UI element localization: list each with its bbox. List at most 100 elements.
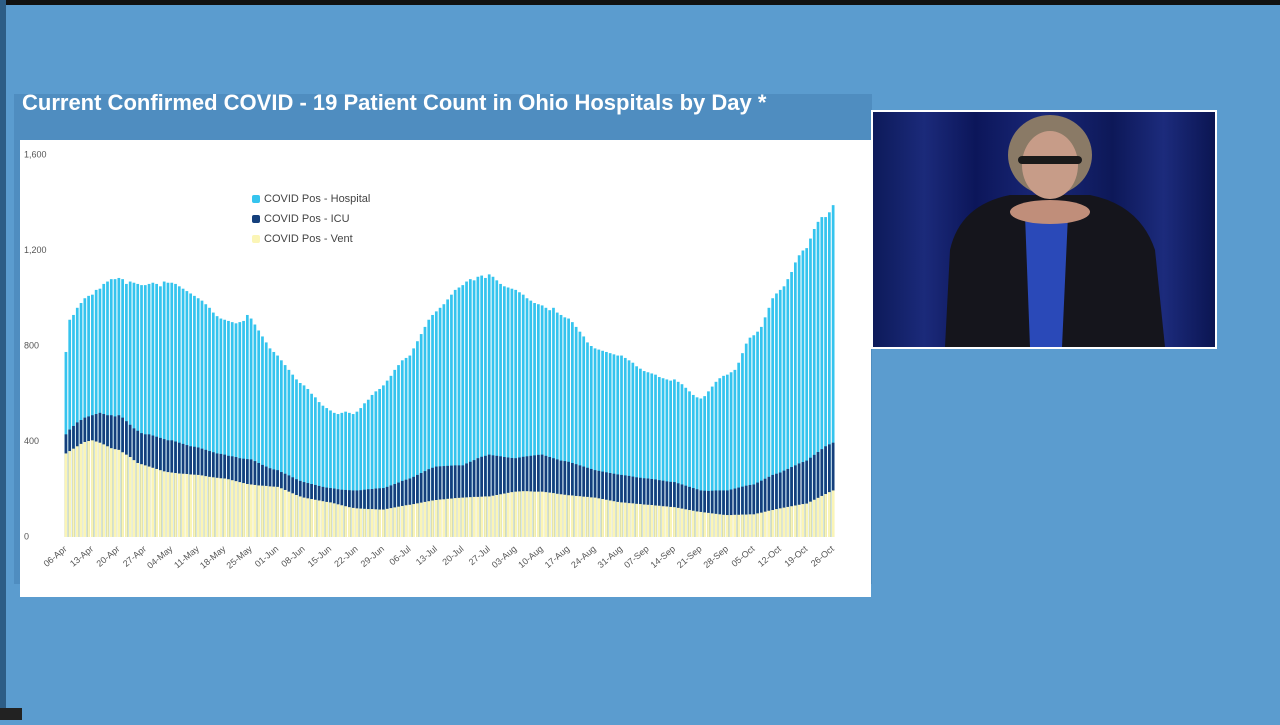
bar: [680, 384, 684, 537]
bar: [166, 282, 170, 537]
bar: [155, 468, 158, 537]
bar: [193, 295, 196, 537]
bar: [676, 381, 680, 537]
bar: [314, 499, 317, 537]
bar: [68, 451, 72, 537]
bar: [170, 282, 174, 537]
bar: [181, 473, 185, 537]
bar: [771, 298, 775, 537]
bar: [809, 457, 812, 537]
person-glasses: [1018, 156, 1082, 164]
y-tick-label: 1,200: [24, 245, 47, 255]
bar: [824, 446, 827, 537]
bar: [227, 320, 230, 537]
bar: [177, 473, 181, 537]
bar: [586, 496, 589, 537]
bar: [204, 476, 208, 537]
bar: [495, 280, 499, 537]
person-face: [1022, 131, 1078, 199]
bar: [147, 466, 151, 537]
bar: [688, 391, 691, 537]
bar: [605, 499, 608, 537]
bar: [714, 381, 718, 537]
bar: [453, 289, 457, 537]
bar: [465, 281, 468, 537]
bar: [786, 279, 790, 537]
bar: [793, 505, 797, 537]
bar: [249, 318, 253, 537]
bar: [125, 454, 128, 537]
bar: [737, 362, 741, 537]
bar: [763, 317, 767, 537]
bar: [132, 282, 136, 537]
bar: [389, 508, 393, 537]
bar: [801, 504, 805, 537]
bar: [620, 502, 623, 537]
bar: [741, 486, 744, 537]
bar: [128, 281, 132, 537]
bar: [563, 494, 567, 537]
y-tick-label: 400: [24, 436, 39, 446]
bar: [106, 281, 109, 537]
bar: [261, 485, 264, 537]
bar: [434, 499, 438, 537]
bar: [718, 514, 722, 537]
bar: [582, 336, 586, 537]
bar: [786, 468, 790, 537]
bar: [109, 448, 113, 537]
bar: [279, 360, 283, 537]
bar: [253, 324, 257, 537]
chart-title: Current Confirmed COVID - 19 Patient Cou…: [22, 90, 767, 115]
bar: [136, 283, 140, 537]
bar: [355, 508, 359, 537]
bar: [737, 514, 741, 537]
bar: [102, 444, 106, 537]
bar: [344, 506, 347, 537]
bar: [484, 277, 487, 537]
left-edge: [0, 0, 6, 720]
person-hands: [1010, 200, 1090, 224]
bar: [355, 411, 359, 537]
bar: [302, 385, 306, 537]
bar: [793, 465, 797, 537]
bar: [230, 480, 234, 537]
bar: [555, 312, 559, 537]
bar: [631, 362, 635, 537]
bar: [601, 350, 604, 537]
bar: [820, 217, 824, 537]
bar: [219, 318, 223, 537]
bar: [325, 408, 329, 537]
corner-mark: [0, 708, 22, 720]
bar: [831, 205, 835, 537]
bar: [385, 380, 389, 537]
bar: [722, 514, 725, 537]
bar: [238, 482, 242, 537]
bar: [828, 212, 831, 538]
bar: [227, 479, 230, 537]
bar: [710, 513, 714, 537]
bar: [64, 453, 68, 537]
interpreter-video: [871, 110, 1217, 349]
bar: [276, 355, 279, 537]
bar: [438, 307, 442, 537]
bar: [468, 497, 472, 537]
bar: [446, 498, 450, 537]
bar: [521, 491, 525, 537]
bar: [673, 379, 676, 537]
bar: [555, 493, 559, 537]
bar: [302, 497, 306, 537]
bar: [790, 467, 793, 537]
bar: [552, 307, 555, 537]
bar: [140, 285, 143, 537]
bar: [484, 496, 487, 537]
bar: [287, 369, 291, 537]
bar: [211, 477, 215, 537]
bar: [283, 365, 287, 537]
bar: [166, 472, 170, 537]
bar: [752, 484, 756, 537]
bar: [502, 286, 506, 537]
bar: [283, 489, 287, 537]
bar: [627, 503, 631, 537]
bar: [646, 372, 650, 537]
bar: [147, 283, 151, 537]
